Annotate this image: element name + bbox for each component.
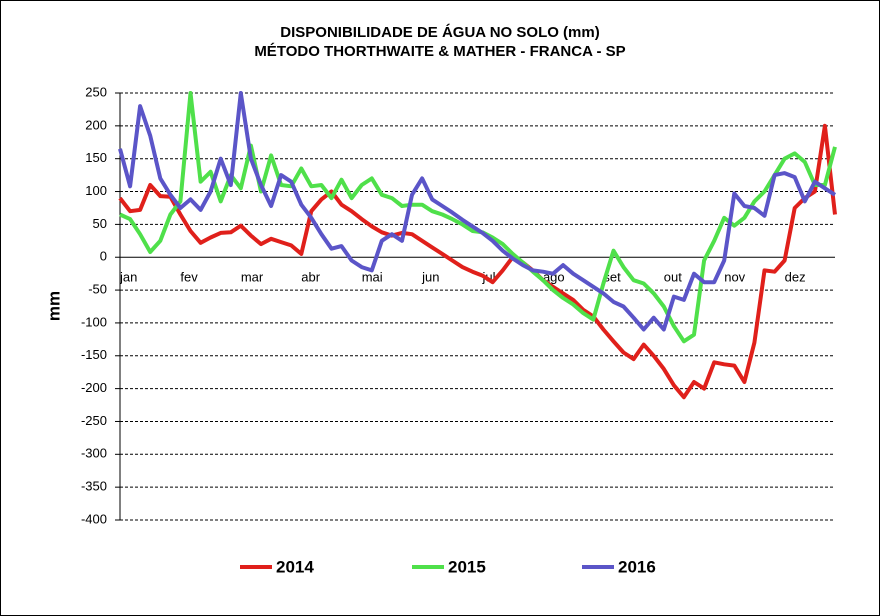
y-tick-label: -300 — [81, 446, 107, 461]
y-tick-label: -350 — [81, 479, 107, 494]
y-tick-label: -150 — [81, 347, 107, 362]
legend-label: 2015 — [448, 557, 486, 576]
x-tick-label: nov — [724, 270, 745, 285]
line-series — [118, 91, 837, 332]
y-tick-label: 100 — [85, 183, 107, 198]
y-tick-label: -400 — [81, 511, 107, 526]
y-tick-label: -100 — [81, 314, 107, 329]
x-tick-label: mar — [241, 270, 264, 285]
x-tick-label: mai — [362, 270, 383, 285]
legend-label: 2016 — [618, 557, 656, 576]
x-tick-label: fev — [180, 270, 198, 285]
x-tick-label: dez — [785, 270, 806, 285]
y-tick-label: 50 — [93, 216, 107, 231]
y-tick-label: 250 — [85, 84, 107, 99]
x-tick-label: jun — [421, 270, 439, 285]
y-axis-label: mm — [44, 291, 63, 321]
y-tick-label: -250 — [81, 413, 107, 428]
x-tick-label: out — [664, 270, 682, 285]
y-tick-label: -50 — [88, 282, 107, 297]
y-tick-label: -200 — [81, 380, 107, 395]
y-tick-label: 0 — [100, 249, 107, 264]
x-tick-label: abr — [301, 270, 320, 285]
line-series — [118, 123, 837, 400]
chart-subtitle: MÉTODO THORTHWAITE & MATHER - FRANCA - S… — [254, 43, 625, 60]
y-tick-label: 150 — [85, 150, 107, 165]
legend-label: 2014 — [276, 557, 314, 576]
x-tick-label: jan — [119, 270, 137, 285]
y-tick-label: 200 — [85, 117, 107, 132]
chart-title: DISPONIBILIDADE DE ÁGUA NO SOLO (mm) — [280, 24, 599, 41]
